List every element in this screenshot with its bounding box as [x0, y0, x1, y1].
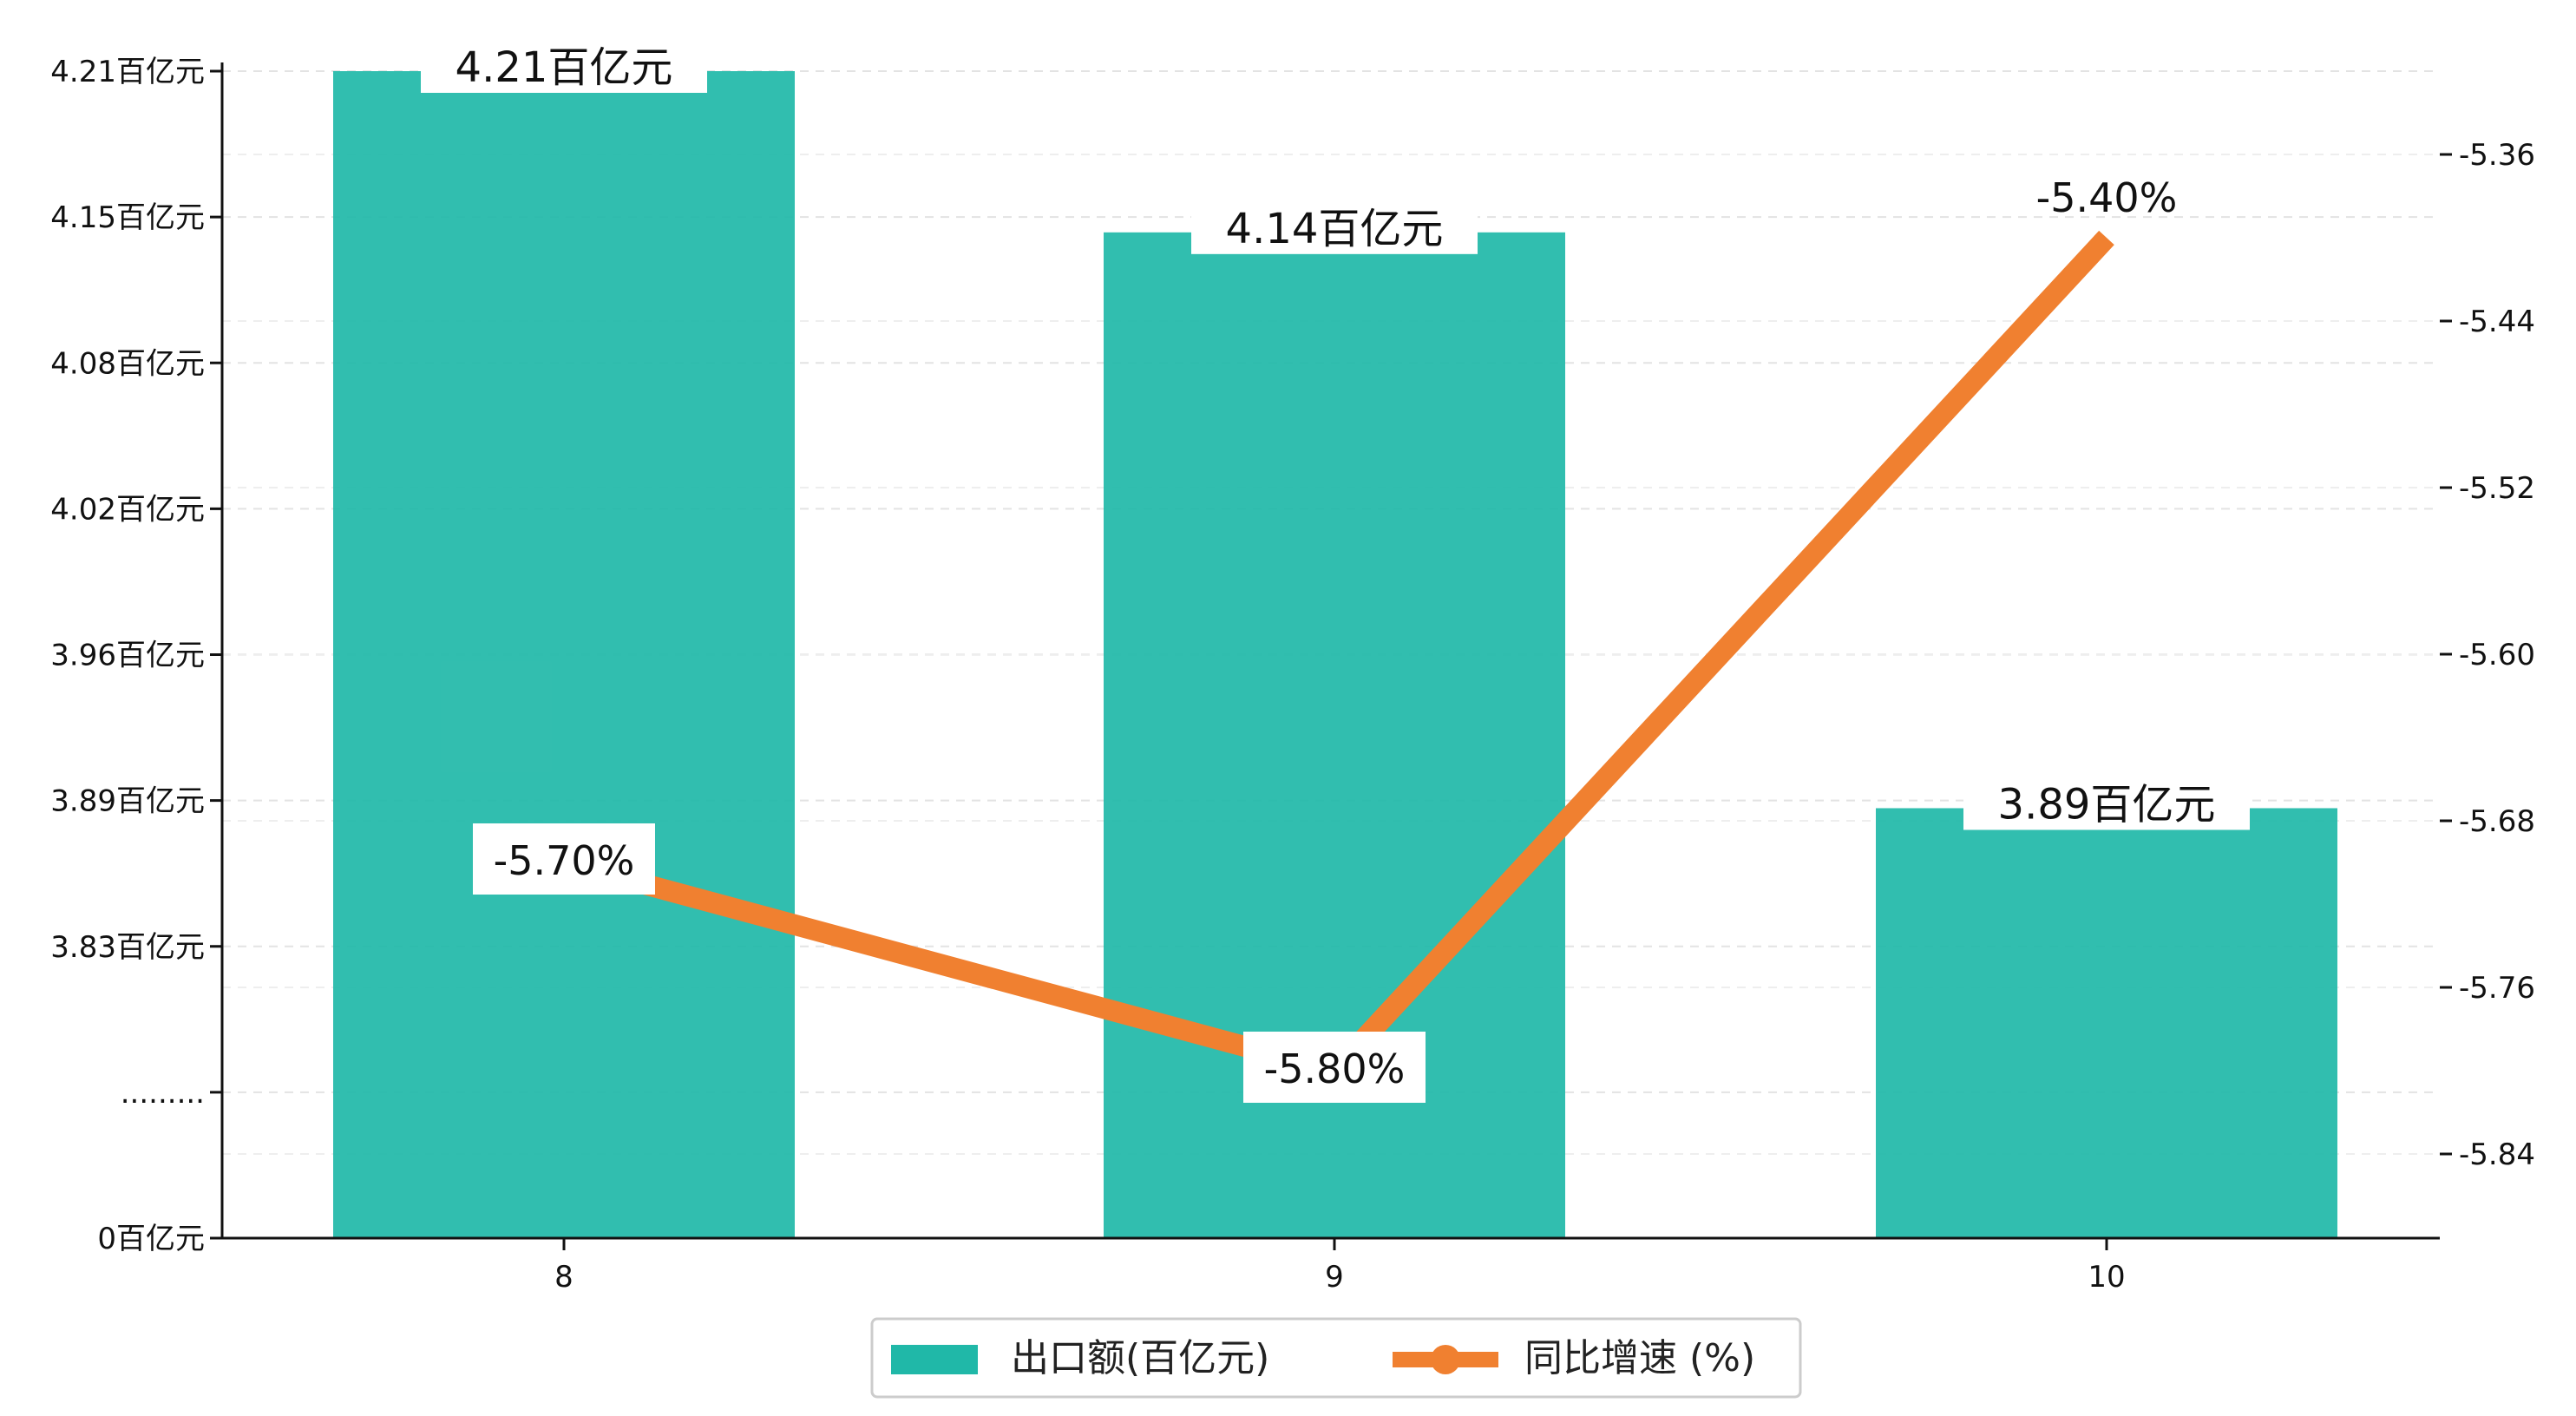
- left-tick-label: 4.08百亿元: [50, 346, 205, 381]
- line-value-label: -5.40%: [2036, 174, 2178, 221]
- left-tick-label: 3.96百亿元: [50, 639, 205, 673]
- right-tick-label: -5.60: [2459, 638, 2535, 672]
- left-tick-label: 4.02百亿元: [50, 492, 205, 527]
- bar-value-label: 4.21百亿元: [456, 43, 673, 92]
- right-tick-label: -5.44: [2459, 305, 2535, 339]
- left-tick-label: .........: [121, 1076, 205, 1111]
- bar[interactable]: [333, 71, 795, 1238]
- right-tick-label: -5.36: [2459, 138, 2535, 173]
- legend-bar-label: 出口额(百亿元): [1011, 1336, 1269, 1380]
- line-label-box: [1243, 1032, 1426, 1103]
- left-tick-label: 3.89百亿元: [50, 784, 205, 819]
- x-tick-label: 8: [554, 1260, 574, 1295]
- legend-bar-swatch: [891, 1345, 978, 1374]
- x-tick-label: 10: [2088, 1260, 2125, 1295]
- bar-value-label: 4.14百亿元: [1226, 205, 1444, 253]
- legend-line-label: 同比增速 (%): [1524, 1336, 1755, 1380]
- right-tick-label: -5.68: [2459, 804, 2535, 839]
- line-value-label: -5.70%: [494, 837, 635, 884]
- left-tick-label: 0百亿元: [97, 1222, 205, 1256]
- bar-label-box: [1963, 769, 2250, 830]
- left-tick-label: 3.83百亿元: [50, 930, 205, 965]
- bar-label-box: [1191, 193, 1478, 254]
- left-tick-label: 4.21百亿元: [50, 55, 205, 89]
- right-tick-label: -5.52: [2459, 471, 2535, 506]
- left-tick-label: 4.15百亿元: [50, 200, 205, 235]
- bar[interactable]: [1876, 808, 2337, 1238]
- bar-series: [333, 71, 2337, 1238]
- line-value-label: -5.80%: [1264, 1046, 1406, 1092]
- line-label-box: [473, 823, 655, 895]
- bar-value-label: 3.89百亿元: [1998, 780, 2216, 829]
- bar-label-box: [421, 32, 707, 93]
- axes: 4.21百亿元 4.15百亿元 4.08百亿元 4.02百亿元 3.96百亿元 3.89百…: [50, 55, 2535, 1295]
- legend-box: [870, 1317, 1802, 1399]
- right-tick-label: -5.84: [2459, 1137, 2535, 1172]
- right-tick-label: -5.76: [2459, 971, 2535, 1006]
- legend-line-marker: [1431, 1345, 1460, 1374]
- data-labels: 4.21百亿元 4.14百亿元 3.89百亿元 -5.70% -5.80% -5.40%: [421, 32, 2250, 1103]
- legend[interactable]: 出口额(百亿元) 同比增速 (%): [870, 1317, 1802, 1399]
- x-tick-label: 9: [1325, 1260, 1344, 1295]
